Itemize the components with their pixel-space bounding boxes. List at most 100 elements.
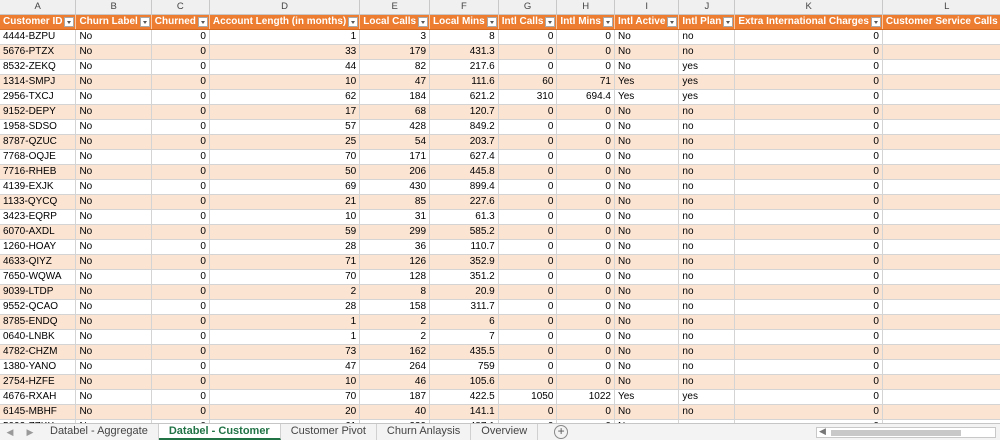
table-cell[interactable]: 0: [734, 344, 883, 360]
table-cell[interactable]: No: [75, 344, 152, 360]
column-letter-f[interactable]: F: [429, 0, 499, 15]
table-cell[interactable]: 0: [498, 29, 558, 45]
table-cell[interactable]: 31: [359, 209, 431, 225]
table-cell[interactable]: 206: [359, 164, 431, 180]
table-cell[interactable]: yes: [678, 389, 736, 405]
table-cell[interactable]: 899.4: [429, 179, 499, 195]
table-cell[interactable]: 0: [498, 314, 558, 330]
table-cell[interactable]: 0: [556, 269, 615, 285]
sheet-tab[interactable]: Churn Anlaysis: [377, 424, 472, 440]
table-cell[interactable]: 0: [556, 44, 615, 60]
table-cell[interactable]: 0: [882, 359, 1000, 375]
table-cell[interactable]: 0: [734, 419, 883, 423]
table-cell[interactable]: 428: [359, 119, 431, 135]
table-cell[interactable]: 141.1: [429, 404, 499, 420]
table-cell[interactable]: No: [614, 284, 680, 300]
table-cell[interactable]: 0: [882, 224, 1000, 240]
table-cell[interactable]: No: [614, 104, 680, 120]
table-cell[interactable]: 69: [209, 179, 361, 195]
table-cell[interactable]: 28: [209, 299, 361, 315]
table-cell[interactable]: No: [75, 329, 152, 345]
field-header-cell[interactable]: Customer Service Calls: [882, 14, 1000, 30]
table-cell[interactable]: 239: [359, 419, 431, 423]
table-cell[interactable]: No: [75, 254, 152, 270]
table-cell[interactable]: 0: [556, 299, 615, 315]
table-cell[interactable]: 2: [359, 329, 431, 345]
table-cell[interactable]: No: [75, 284, 152, 300]
table-cell[interactable]: 7716-RHEB: [0, 164, 77, 180]
table-cell[interactable]: 0: [498, 404, 558, 420]
table-cell[interactable]: No: [75, 29, 152, 45]
table-cell[interactable]: No: [614, 149, 680, 165]
table-cell[interactable]: 627.4: [429, 149, 499, 165]
table-cell[interactable]: 1050: [498, 389, 558, 405]
table-cell[interactable]: 187: [359, 389, 431, 405]
table-cell[interactable]: 0: [498, 119, 558, 135]
table-cell[interactable]: 6: [429, 314, 499, 330]
table-cell[interactable]: 0: [882, 299, 1000, 315]
table-cell[interactable]: 0: [498, 194, 558, 210]
table-cell[interactable]: No: [614, 344, 680, 360]
column-letter-g[interactable]: G: [498, 0, 558, 15]
table-cell[interactable]: 445.8: [429, 164, 499, 180]
table-cell[interactable]: 299: [359, 224, 431, 240]
table-cell[interactable]: 0: [882, 209, 1000, 225]
table-cell[interactable]: 487.1: [429, 419, 499, 423]
table-cell[interactable]: 47: [209, 359, 361, 375]
table-cell[interactable]: 0: [151, 224, 210, 240]
table-cell[interactable]: no: [678, 269, 736, 285]
table-cell[interactable]: 0: [151, 119, 210, 135]
table-cell[interactable]: 70: [209, 149, 361, 165]
column-letter-e[interactable]: E: [359, 0, 431, 15]
table-cell[interactable]: 0: [556, 239, 615, 255]
table-cell[interactable]: 0: [556, 284, 615, 300]
table-cell[interactable]: 1: [209, 314, 361, 330]
table-cell[interactable]: 128: [359, 269, 431, 285]
table-cell[interactable]: 0: [882, 419, 1000, 423]
table-cell[interactable]: 0: [734, 374, 883, 390]
table-cell[interactable]: 0: [882, 194, 1000, 210]
table-cell[interactable]: no: [678, 329, 736, 345]
table-cell[interactable]: No: [614, 299, 680, 315]
table-cell[interactable]: No: [75, 119, 152, 135]
table-cell[interactable]: 10: [209, 209, 361, 225]
table-cell[interactable]: 126: [359, 254, 431, 270]
table-cell[interactable]: 1260-HOAY: [0, 239, 77, 255]
field-header-cell[interactable]: Local Calls: [359, 14, 431, 30]
table-cell[interactable]: 8: [359, 284, 431, 300]
table-cell[interactable]: 217.6: [429, 59, 499, 75]
table-cell[interactable]: 0: [882, 374, 1000, 390]
table-cell[interactable]: 1133-QYCQ: [0, 194, 77, 210]
table-cell[interactable]: No: [614, 59, 680, 75]
table-cell[interactable]: No: [614, 419, 680, 423]
table-cell[interactable]: 0: [734, 209, 883, 225]
table-cell[interactable]: 352.9: [429, 254, 499, 270]
table-cell[interactable]: 2: [209, 284, 361, 300]
table-cell[interactable]: 82: [359, 59, 431, 75]
table-cell[interactable]: 0: [882, 59, 1000, 75]
table-cell[interactable]: 311.7: [429, 299, 499, 315]
table-cell[interactable]: 0: [734, 254, 883, 270]
table-cell[interactable]: no: [678, 254, 736, 270]
filter-dropdown-icon[interactable]: [197, 17, 208, 27]
table-cell[interactable]: 0: [151, 59, 210, 75]
field-header-cell[interactable]: Churned: [151, 14, 210, 30]
table-cell[interactable]: No: [614, 224, 680, 240]
column-letter-b[interactable]: B: [75, 0, 152, 15]
table-cell[interactable]: 351.2: [429, 269, 499, 285]
table-cell[interactable]: no: [678, 299, 736, 315]
table-cell[interactable]: 0640-LNBK: [0, 329, 77, 345]
filter-dropdown-icon[interactable]: [602, 17, 613, 27]
table-cell[interactable]: 8787-QZUC: [0, 134, 77, 150]
field-header-cell[interactable]: Customer ID: [0, 14, 77, 30]
table-cell[interactable]: 0: [734, 29, 883, 45]
table-cell[interactable]: No: [614, 404, 680, 420]
table-cell[interactable]: no: [678, 29, 736, 45]
table-cell[interactable]: 0: [498, 419, 558, 423]
table-cell[interactable]: 0: [498, 59, 558, 75]
table-cell[interactable]: 1314-SMPJ: [0, 74, 77, 90]
column-letter-i[interactable]: I: [614, 0, 680, 15]
table-cell[interactable]: 171: [359, 149, 431, 165]
filter-dropdown-icon[interactable]: [870, 17, 881, 27]
table-cell[interactable]: 71: [556, 74, 615, 90]
